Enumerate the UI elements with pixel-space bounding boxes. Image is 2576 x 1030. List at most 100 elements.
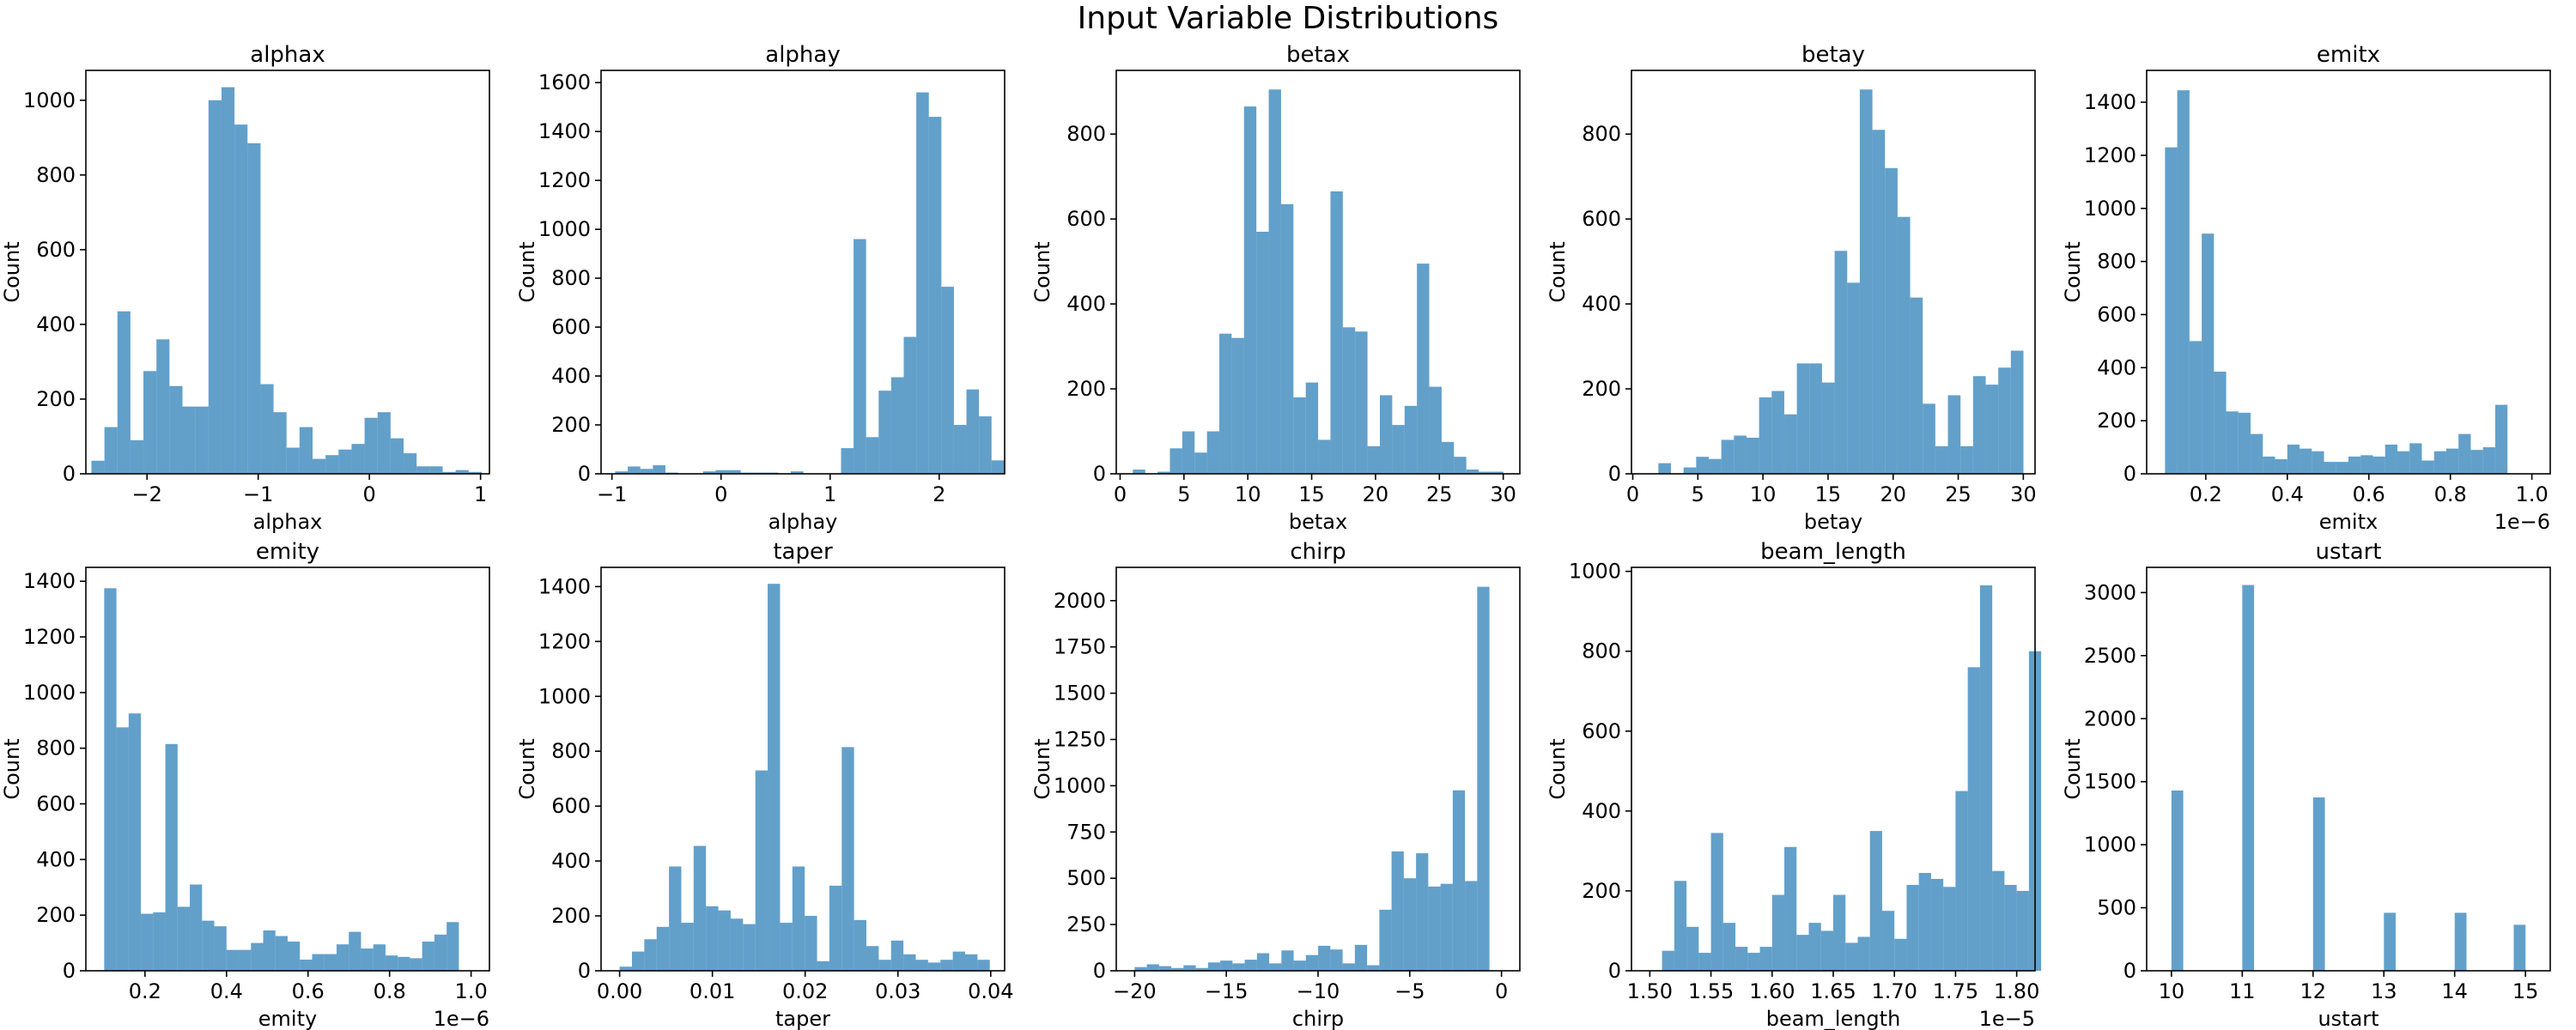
histogram-bar	[718, 910, 731, 971]
x-tick-label: 1	[474, 482, 487, 506]
histogram-bar	[251, 942, 264, 971]
histogram-bar	[890, 377, 904, 474]
histogram-bar	[165, 743, 178, 971]
histogram-bar	[966, 389, 980, 474]
y-tick-label: 0	[1608, 959, 1621, 983]
histogram-bar	[1833, 894, 1846, 971]
histogram-bar	[299, 427, 313, 474]
histogram-bar	[2242, 585, 2255, 971]
y-tick-label: 750	[1066, 820, 1106, 844]
histogram-bar	[2470, 450, 2483, 474]
histogram-bar	[1244, 960, 1257, 971]
x-offset-label: 1e−5	[1979, 1007, 2035, 1030]
subplot-title: taper	[773, 539, 833, 565]
histogram-bar	[1734, 435, 1747, 474]
histogram-bar	[2238, 412, 2251, 474]
y-tick-label: 0	[578, 462, 591, 486]
histogram-bar	[2004, 884, 2017, 971]
histogram-bar	[247, 142, 261, 474]
histogram-bar	[1696, 457, 1709, 474]
histogram-bar	[1243, 106, 1257, 474]
y-axis-label: Count	[2061, 241, 2085, 302]
x-tick-label: 12	[2300, 979, 2326, 1003]
histogram-bar	[2214, 371, 2227, 474]
y-tick-label: 200	[36, 903, 76, 927]
y-tick-label: 1000	[538, 217, 591, 241]
histogram-bar	[1885, 167, 1898, 474]
x-tick-label: 1.0	[455, 979, 488, 1003]
histogram-bar	[1923, 403, 1935, 474]
histogram-bar	[288, 941, 301, 971]
histogram-bar	[429, 466, 443, 474]
y-tick-label: 1000	[538, 684, 591, 708]
histogram-bar	[866, 437, 879, 474]
histogram-bar	[2202, 233, 2215, 474]
histogram-bar	[669, 866, 682, 971]
x-tick-label: 0.6	[292, 979, 325, 1003]
histogram-bar	[829, 885, 842, 971]
histogram-bar	[640, 469, 653, 474]
histogram-bar	[1195, 967, 1208, 971]
axes-frame	[85, 566, 490, 972]
histogram-bar	[817, 960, 829, 971]
y-tick-label: 1000	[2084, 197, 2136, 221]
histogram-bar	[1134, 966, 1147, 971]
histogram-bar	[755, 770, 769, 971]
histogram-bar	[1955, 791, 1968, 971]
histogram-bar	[791, 471, 804, 474]
y-tick-label: 400	[2097, 355, 2136, 379]
y-axis-label: Count	[0, 241, 24, 302]
histogram-bar	[1820, 930, 1833, 971]
histogram-bar	[2348, 456, 2361, 474]
histogram-chirp: −20 −15 −10 −5 0 0 250 500 750 1000 1250 1500 1750 20…	[1030, 539, 1521, 1030]
histogram-bar	[706, 906, 719, 971]
histogram-bar	[841, 448, 854, 474]
y-tick-label: 400	[551, 364, 591, 388]
histogram-bar	[1392, 425, 1405, 474]
y-tick-label: 400	[36, 847, 76, 871]
y-tick-label: 200	[1582, 879, 1621, 903]
histogram-bar	[1881, 911, 1895, 971]
histogram-alphay: −1 0 1 202004006008001000120014001600alphay…	[515, 42, 1005, 534]
y-tick-label: 1000	[1054, 773, 1106, 797]
x-tick-label: 25	[1945, 482, 1971, 506]
histogram-bar	[1721, 439, 1735, 474]
y-tick-label: 2500	[2084, 644, 2136, 668]
histogram-bar	[349, 931, 361, 971]
histogram-bar	[364, 417, 378, 474]
y-tick-label: 500	[1066, 866, 1106, 890]
x-tick-label: 30	[1490, 482, 1516, 506]
y-tick-label: 600	[1582, 207, 1621, 231]
histogram-bar	[1972, 376, 1986, 474]
y-tick-label: 1500	[2084, 770, 2136, 794]
histogram-bar	[373, 944, 386, 971]
histogram-bar	[1330, 949, 1343, 971]
histogram-bar	[743, 924, 756, 971]
histogram-bar	[116, 727, 129, 971]
histogram-bar	[2300, 448, 2312, 474]
histogram-bar	[2409, 443, 2422, 474]
y-tick-label: 2000	[2084, 706, 2136, 730]
y-tick-label: 1400	[2084, 90, 2136, 114]
y-tick-label: 800	[551, 266, 591, 290]
x-tick-label: 15	[2512, 979, 2539, 1003]
histogram-bar	[2513, 924, 2526, 971]
histogram-bar	[361, 948, 374, 971]
histogram-bar	[1206, 431, 1220, 474]
y-tick-label: 800	[551, 739, 591, 763]
x-tick-label: 0.00	[597, 979, 642, 1003]
y-tick-label: 400	[1066, 292, 1106, 316]
histogram-bar	[878, 391, 891, 474]
histogram-bar	[1342, 327, 1356, 474]
histogram-bar	[1869, 831, 1882, 971]
x-tick-label: 15	[1298, 482, 1325, 506]
histogram-bar	[1808, 923, 1821, 971]
histogram-bar	[385, 955, 398, 971]
histogram-bar	[915, 960, 928, 971]
histogram-bar	[1674, 881, 1687, 971]
histogram-bar	[1783, 414, 1797, 474]
histogram-bar	[1158, 966, 1172, 971]
histogram-bar	[1796, 363, 1810, 474]
histogram-bar	[1293, 397, 1306, 474]
x-tick-label: 5	[1177, 482, 1190, 506]
